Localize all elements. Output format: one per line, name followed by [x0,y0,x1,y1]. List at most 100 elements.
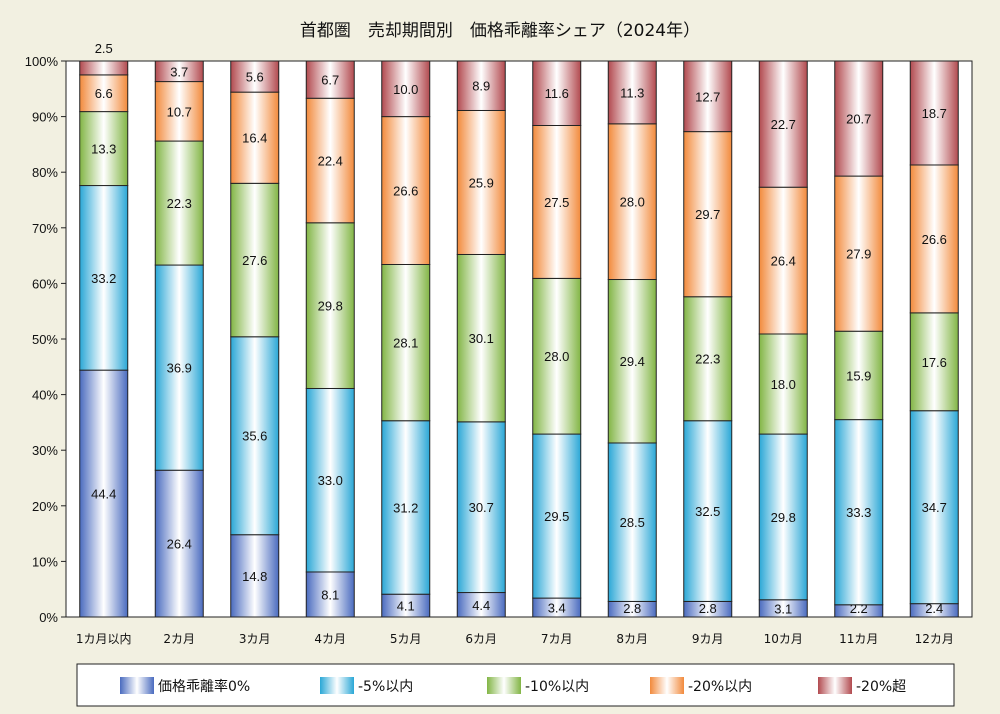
data-label: 11.3 [620,85,644,100]
legend-label: 価格乖離率0% [158,678,250,695]
data-label: 27.9 [846,247,871,262]
bar-segment [381,60,431,118]
data-label: 14.8 [242,569,267,584]
bar-segment [834,175,884,332]
bar-segment [154,60,204,83]
data-label: 20.7 [846,112,871,127]
data-label: 28.5 [620,515,645,530]
bar-segment [154,81,204,142]
legend-swatch [818,677,852,694]
data-label: 16.4 [242,131,267,146]
data-label: 2.8 [699,601,717,616]
data-label: 18.0 [771,377,796,392]
bar-segment [758,333,808,435]
bar-segment [834,419,884,606]
data-label: 33.0 [318,473,343,488]
plot-area: 0% 10% 20% 30% 40% 50% 60% 70% 80% 90% 100% 44.4 33.… [25,41,973,646]
y-tick-label: 60% [32,276,58,291]
bar-segment [456,109,506,255]
category-label: 10カ月 [764,632,803,646]
legend-label: -20%以内 [688,679,752,695]
bar-segment [230,534,280,618]
y-tick-label: 10% [32,554,58,569]
data-label: 15.9 [846,368,871,383]
data-label: 4.1 [397,599,415,614]
bar-segment [834,60,884,177]
y-tick-label: 0% [39,610,58,625]
category-label: 12カ月 [915,632,954,646]
bar-segment [456,60,506,111]
y-tick-label: 80% [32,165,58,180]
bar-segment [607,279,657,444]
bar-segment [79,369,129,618]
bar-segment [230,91,280,184]
bar-segment [456,592,506,618]
bar-segment [909,60,959,166]
bar-segment [79,74,129,113]
data-label: 10.7 [167,104,192,119]
bar-segment [607,60,657,125]
legend: 価格乖離率0% -5%以内 -10%以内 -20%以内 -20%超 [76,663,955,707]
y-tick-label: 70% [32,221,58,236]
data-label: 26.6 [393,184,418,199]
bar-segment [381,116,431,265]
y-tick-label: 30% [32,443,58,458]
bar-segment [154,140,204,266]
bar-segment [909,410,959,605]
data-label: 29.8 [771,510,796,525]
bar-segment [381,263,431,422]
bar-segment [305,97,355,224]
data-label: 8.1 [321,587,339,602]
data-label: 18.7 [922,106,947,121]
data-label: 29.8 [318,299,343,314]
data-label: 3.1 [774,601,792,616]
data-label: 29.4 [620,354,645,369]
legend-swatch [650,677,684,694]
data-label: 6.7 [321,73,339,88]
data-label: 26.6 [922,232,947,247]
data-label: 36.9 [167,361,192,376]
data-label: 2.8 [623,601,641,616]
data-label: 22.7 [771,117,796,132]
data-label: 32.5 [695,504,720,519]
data-label: 22.3 [167,196,192,211]
bar-segment [79,111,129,187]
y-tick-label: 50% [32,332,58,347]
data-label: 12.7 [695,89,720,104]
bar-segment [230,182,280,338]
bar-segment [230,336,280,536]
bar-segment [230,60,280,93]
y-tick-label: 20% [32,499,58,514]
y-tick-label: 90% [32,110,58,125]
data-label: 28.0 [620,195,645,210]
data-label: 29.5 [544,509,569,524]
data-label: 30.1 [469,331,494,346]
data-label: 28.0 [544,349,569,364]
bar-segment [305,222,355,389]
data-label: 4.4 [472,598,490,613]
data-label: 5.6 [246,70,264,85]
legend-label: -10%以内 [525,679,589,695]
category-label: 3カ月 [239,632,271,646]
category-label: 5カ月 [390,632,422,646]
data-label: 33.3 [846,505,871,520]
bar-segment [909,164,959,314]
data-label: 30.7 [469,500,494,515]
bar-segment [532,60,582,126]
legend-swatch [120,677,154,694]
bar-segment [79,60,129,76]
y-tick-label: 40% [32,388,58,403]
data-label: 2.5 [95,41,113,56]
bar-segment [305,60,355,99]
category-label: 6カ月 [465,632,497,646]
data-label: 26.4 [771,254,796,269]
legend-label: -5%以内 [358,679,413,695]
data-label: 2.4 [925,601,943,616]
data-label: 22.4 [318,154,343,169]
chart-title: 首都圏 売却期間別 価格乖離率シェア（2024年） [300,21,700,41]
data-label: 27.5 [544,195,569,210]
bar-segment [758,60,808,188]
data-label: 8.9 [472,79,490,94]
legend-swatch [320,677,354,694]
